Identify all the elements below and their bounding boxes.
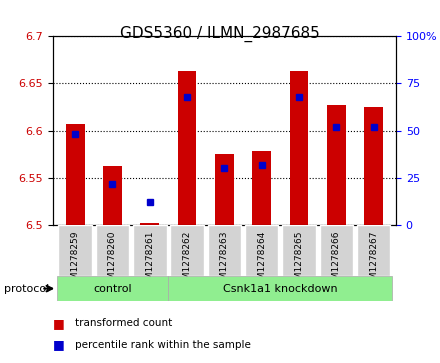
FancyBboxPatch shape (245, 225, 279, 276)
Text: GSM1278261: GSM1278261 (145, 230, 154, 291)
Text: GDS5360 / ILMN_2987685: GDS5360 / ILMN_2987685 (120, 25, 320, 42)
Text: GSM1278263: GSM1278263 (220, 230, 229, 291)
Bar (253, 151, 271, 225)
FancyBboxPatch shape (96, 225, 129, 276)
FancyBboxPatch shape (169, 276, 392, 301)
Text: GSM1278260: GSM1278260 (108, 230, 117, 291)
FancyBboxPatch shape (170, 225, 204, 276)
FancyBboxPatch shape (282, 225, 316, 276)
Text: GSM1278262: GSM1278262 (183, 230, 191, 290)
FancyBboxPatch shape (319, 225, 353, 276)
Text: ■: ■ (53, 317, 65, 330)
Bar (364, 107, 383, 225)
Bar (290, 71, 308, 225)
Text: GSM1278266: GSM1278266 (332, 230, 341, 291)
Text: Csnk1a1 knockdown: Csnk1a1 knockdown (223, 284, 337, 294)
Text: ■: ■ (53, 338, 65, 351)
Text: GSM1278267: GSM1278267 (369, 230, 378, 291)
Text: GSM1278265: GSM1278265 (294, 230, 304, 291)
Text: GSM1278264: GSM1278264 (257, 230, 266, 290)
FancyBboxPatch shape (208, 225, 241, 276)
Text: percentile rank within the sample: percentile rank within the sample (75, 340, 251, 350)
Bar (140, 223, 159, 225)
FancyBboxPatch shape (59, 225, 92, 276)
Bar (327, 105, 346, 225)
FancyBboxPatch shape (357, 225, 390, 276)
FancyBboxPatch shape (133, 225, 167, 276)
FancyBboxPatch shape (56, 276, 169, 301)
Bar (103, 166, 122, 225)
Bar (178, 71, 196, 225)
Text: GSM1278259: GSM1278259 (71, 230, 80, 291)
Bar (215, 154, 234, 225)
Text: control: control (93, 284, 132, 294)
Text: protocol: protocol (4, 284, 50, 294)
Text: transformed count: transformed count (75, 318, 172, 328)
Bar (66, 124, 84, 225)
